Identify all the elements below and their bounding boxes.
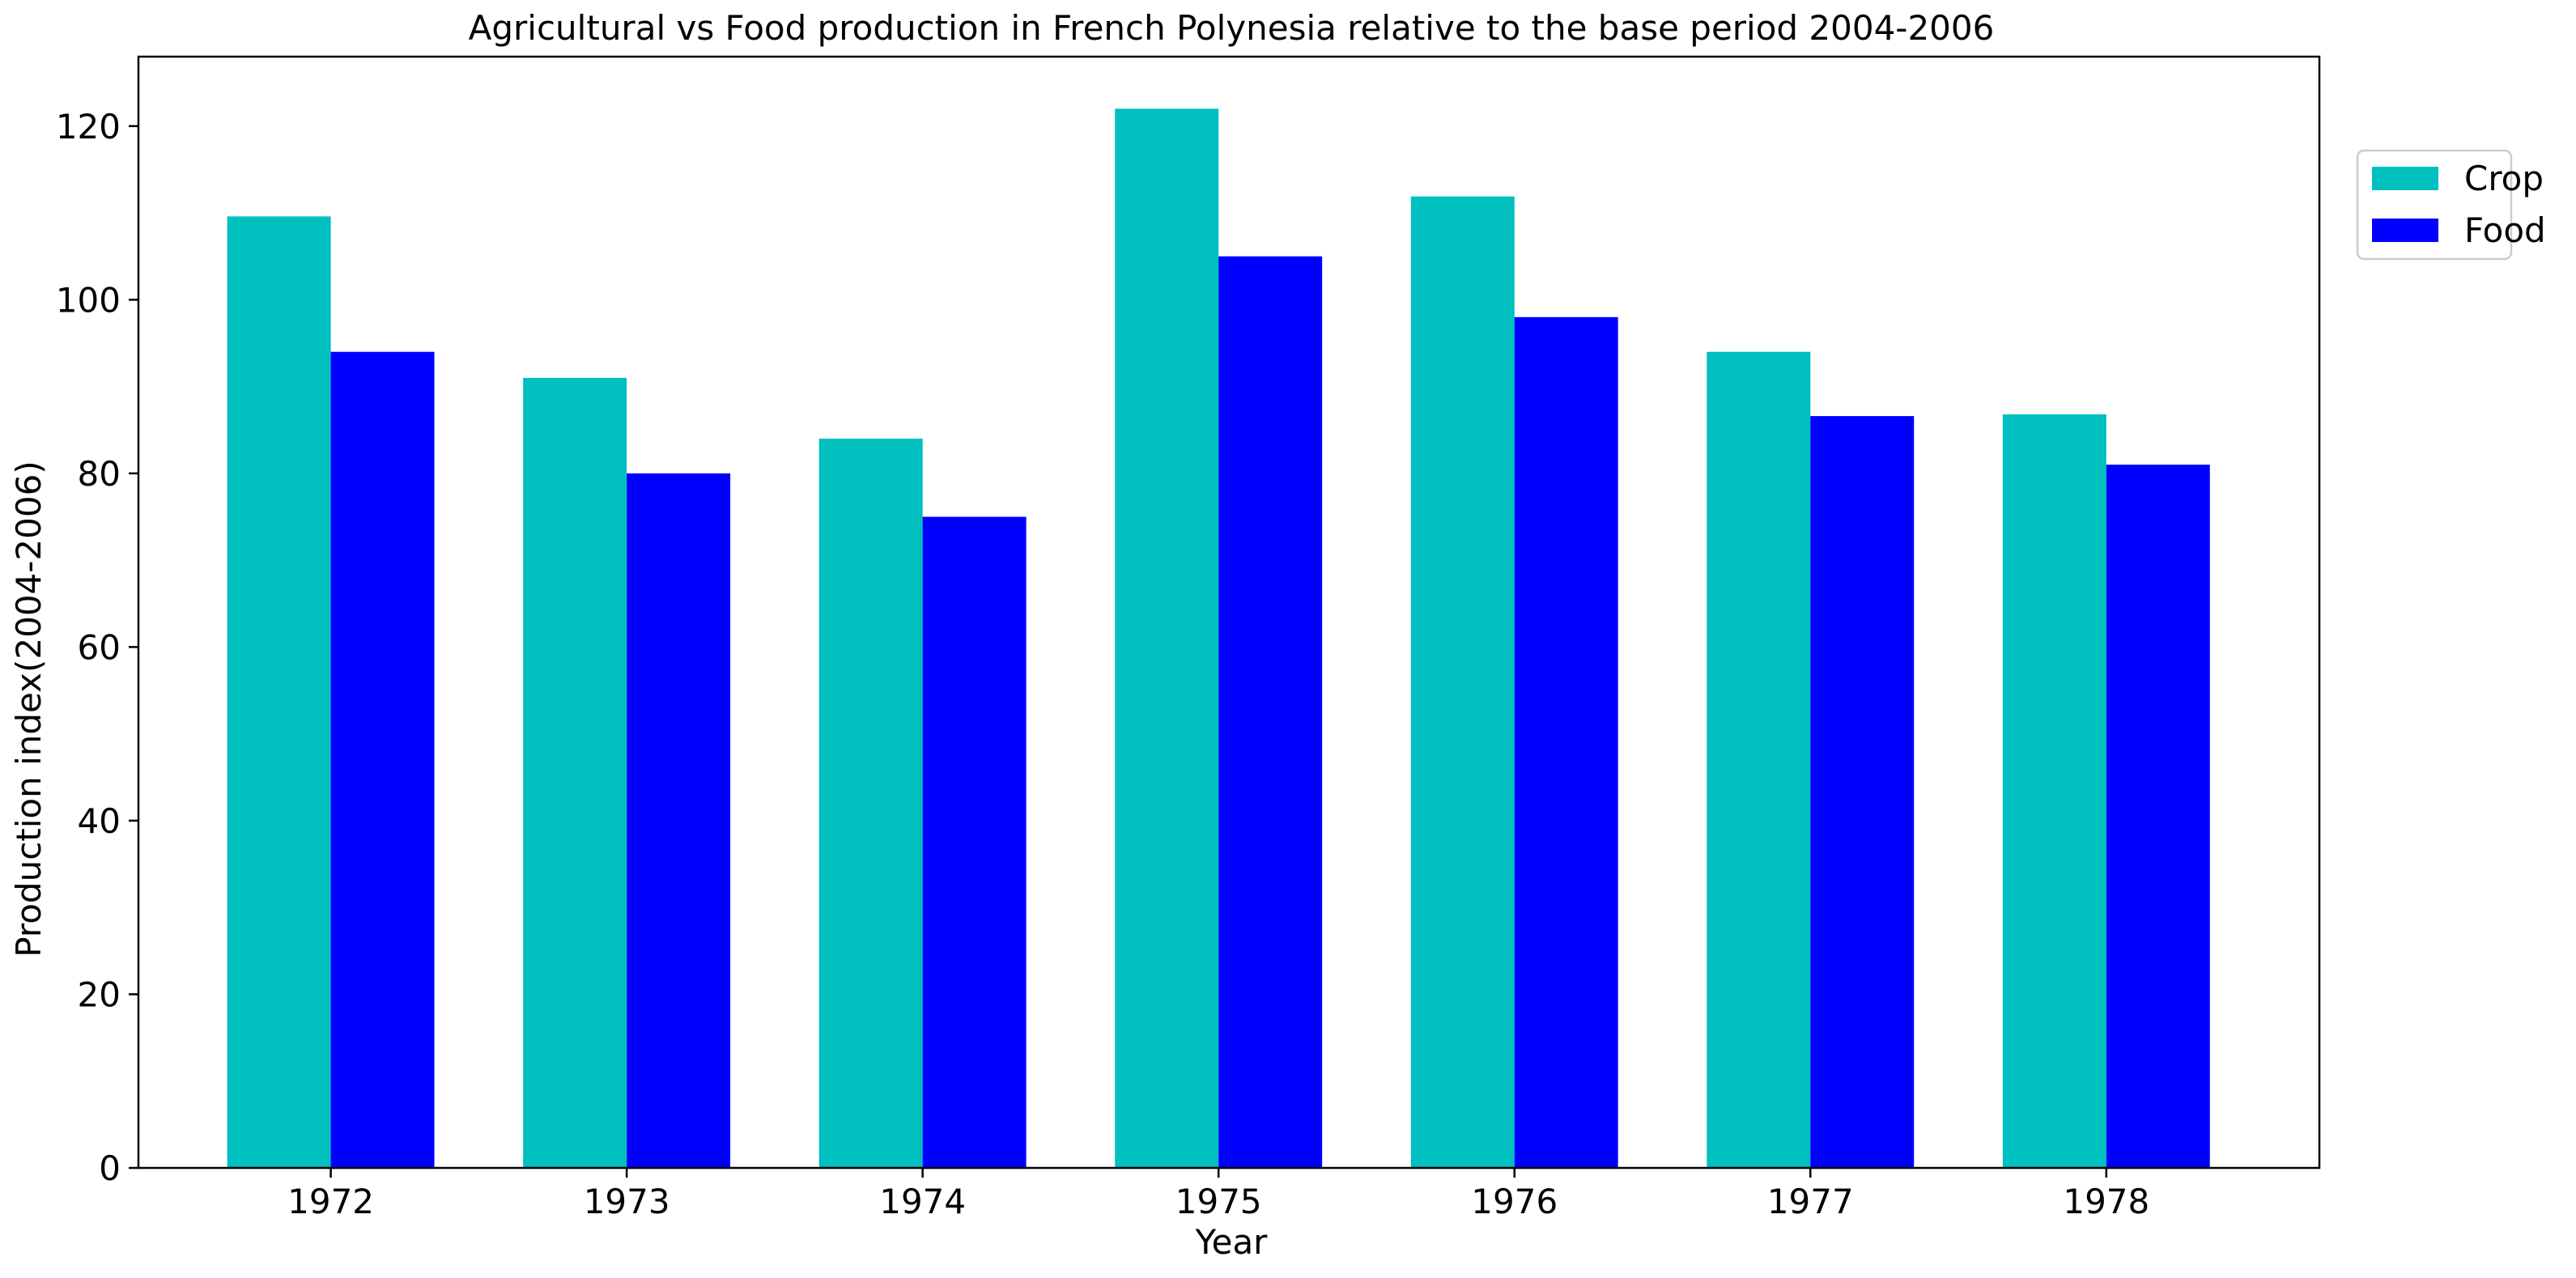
bar-food-1975 [1218,256,1323,1169]
legend-label-food: Food [2464,210,2546,250]
bar-crop-1975 [1115,108,1219,1169]
legend-label-crop: Crop [2464,159,2544,198]
x-tick-label: 1972 [287,1182,374,1221]
axes-frame [137,55,2321,1170]
y-tick-label: 20 [78,974,121,1014]
chart-title: Agricultural vs Food production in Frenc… [469,8,1995,48]
bar-food-1976 [1514,316,1618,1168]
legend: Crop Food [2356,149,2546,261]
y-tick-label: 100 [56,280,121,320]
bar-crop-1978 [2002,414,2106,1168]
x-tick-label: 1977 [1767,1182,1854,1221]
y-tick-label: 0 [99,1149,121,1188]
plot-area: 1972 1973 1974 1975 1976 1977 1978 0 20 40 60 80 100… [56,55,2321,1221]
bar-food-1977 [1810,416,1915,1168]
bar-crop-1974 [818,438,923,1168]
bar-food-1972 [330,351,435,1168]
bar-crop-1973 [523,377,627,1168]
x-tick-label: 1978 [2063,1182,2149,1221]
legend-swatch-food [2372,219,2438,242]
bar-food-1974 [922,516,1027,1168]
bar-crop-1977 [1707,351,1811,1168]
x-tick-label: 1974 [879,1182,966,1221]
y-tick-label: 120 [56,107,121,146]
x-tick-label: 1975 [1175,1182,1262,1221]
legend-swatch-crop [2372,167,2438,190]
bar-crop-1976 [1410,196,1515,1169]
y-tick-label: 80 [78,454,121,494]
y-tick-label: 40 [78,801,121,841]
x-tick-label: 1976 [1471,1182,1558,1221]
x-axis-label: Year [1195,1222,1269,1262]
y-tick-label: 60 [78,627,121,667]
bar-food-1973 [627,473,731,1169]
y-axis-label: Production index(2004-2006) [9,461,49,957]
bar-crop-1972 [227,216,331,1168]
x-tick-label: 1973 [584,1182,670,1221]
bar-food-1978 [2106,465,2210,1168]
